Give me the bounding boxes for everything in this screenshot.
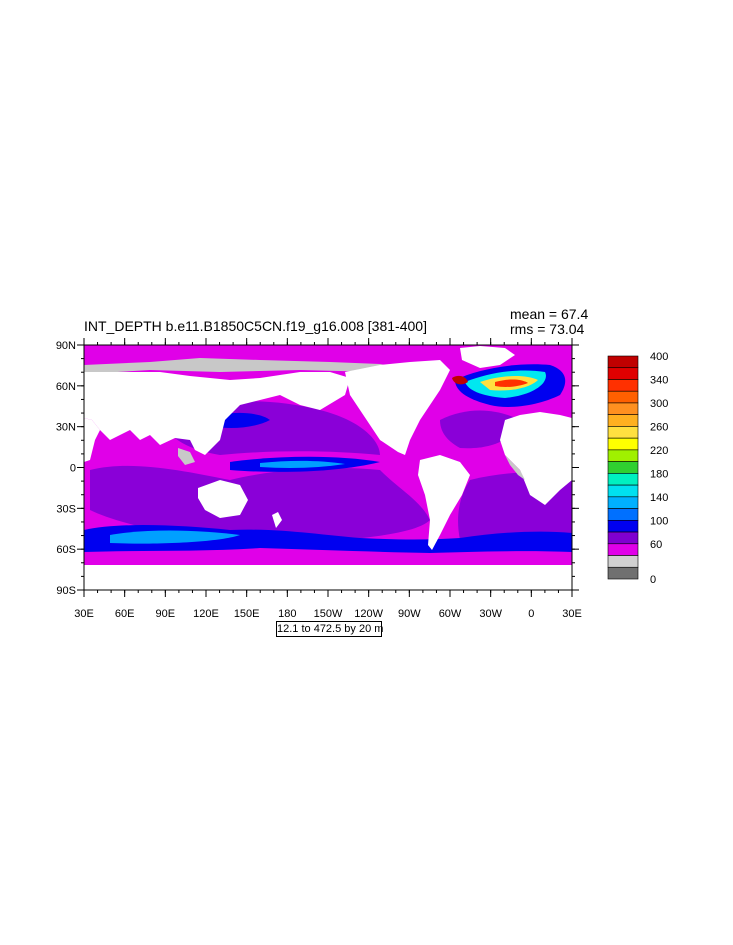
lon-label: 90W <box>398 608 421 620</box>
mean-label: mean = <box>510 306 558 322</box>
west-africa-ice <box>505 455 525 480</box>
labrador-deepest <box>495 379 528 387</box>
map-field <box>84 345 572 590</box>
rms-stat: rms = 73.04 <box>510 321 584 337</box>
colorbar-swatch <box>607 508 639 521</box>
colorbar-swatch <box>607 531 639 545</box>
pacific-indian-mid <box>90 465 430 542</box>
colorbar-swatch <box>607 555 639 568</box>
lat-label: 60N <box>56 381 76 393</box>
colorbar-swatch <box>607 414 639 427</box>
colorbar-swatch <box>607 461 639 474</box>
arctic-band <box>84 345 572 355</box>
new-zealand <box>272 512 282 528</box>
lon-label: 150W <box>314 608 343 620</box>
rms-value: 73.04 <box>549 321 585 337</box>
contour-info-box: 12.1 to 472.5 by 20 m <box>276 621 384 637</box>
colorbar-swatch <box>607 355 639 369</box>
lat-label: 90S <box>56 585 76 597</box>
colorbar-swatch <box>607 520 639 533</box>
lon-label: 60W <box>439 608 462 620</box>
colorbar-label: 340 <box>650 374 668 386</box>
lon-label: 30W <box>479 608 502 620</box>
colorbar-swatch <box>607 426 639 439</box>
colorbar-label: 400 <box>650 351 668 363</box>
mean-value: 67.4 <box>560 306 589 322</box>
lon-label: 0 <box>528 608 534 620</box>
colorbar-swatch <box>607 449 639 462</box>
lat-labels: 90N 60N 30N 0 30S 60S 90S <box>56 340 76 597</box>
eurasia <box>84 372 350 455</box>
colorbar-swatch <box>607 473 639 486</box>
colorbar-swatch <box>607 566 639 580</box>
lat-label: 60S <box>56 544 76 556</box>
equatorial-pacific-high2 <box>260 460 345 468</box>
colorbar-swatch <box>607 484 639 498</box>
north-atlantic-mid <box>440 410 520 449</box>
axis-ticks <box>77 338 579 597</box>
colorbar-swatch <box>607 367 639 380</box>
colorbar-swatch <box>607 437 639 451</box>
lon-label: 120W <box>354 608 383 620</box>
colorbar <box>607 355 639 580</box>
colorbar-swatch <box>607 379 639 392</box>
labrador-peak <box>452 375 468 385</box>
lat-label: 30N <box>56 422 76 434</box>
colorbar-label: 260 <box>650 421 668 433</box>
lon-label: 60E <box>115 608 135 620</box>
south-america <box>418 455 470 550</box>
lon-label: 150E <box>234 608 260 620</box>
colorbar-label: 140 <box>650 492 668 504</box>
lat-label: 30S <box>56 503 76 515</box>
lat-label: 0 <box>70 463 76 475</box>
plot-title: INT_DEPTH b.e11.B1850C5CN.f19_g16.008 [3… <box>84 318 427 334</box>
colorbar-label: 60 <box>650 539 662 551</box>
lon-label: 30E <box>562 608 582 620</box>
southern-indian-high2 <box>110 530 240 544</box>
africa <box>500 412 572 505</box>
colorbar-label: 220 <box>650 445 668 457</box>
lat-label: 90N <box>56 340 76 352</box>
greenland <box>460 346 515 368</box>
colorbar-label: 100 <box>650 515 668 527</box>
colorbar-swatch <box>607 543 639 556</box>
colorbar-labels: 400 340 300 260 220 180 140 100 60 0 <box>650 351 668 586</box>
australia <box>198 480 248 518</box>
arctic-ice <box>84 358 400 374</box>
africa-east <box>84 418 100 462</box>
lon-label: 90E <box>156 608 176 620</box>
colorbar-swatch <box>607 496 639 509</box>
colorbar-label: 300 <box>650 398 668 410</box>
mean-stat: mean = 67.4 <box>510 306 588 322</box>
lon-label: 120E <box>193 608 219 620</box>
southern-rim <box>84 553 572 565</box>
lon-labels: 30E 60E 90E 120E 150E 180 150W 120W 90W 60W 30W 0 30… <box>74 608 582 620</box>
lon-label: 180 <box>278 608 296 620</box>
north-america <box>345 360 450 455</box>
colorbar-swatch <box>607 402 639 415</box>
colorbar-label: 180 <box>650 468 668 480</box>
colorbar-label: 0 <box>650 574 656 586</box>
maritime-continent <box>178 448 195 465</box>
lon-label: 30E <box>74 608 94 620</box>
colorbar-swatch <box>607 390 639 404</box>
rms-label: rms = <box>510 321 546 337</box>
